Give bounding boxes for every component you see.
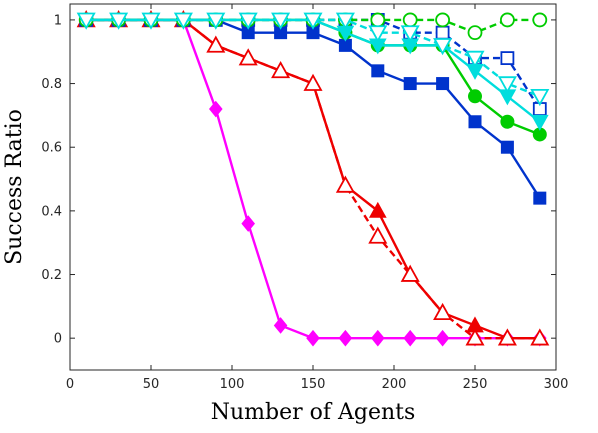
data-point-diamond bbox=[338, 329, 353, 347]
data-point-triangle-up bbox=[368, 201, 387, 218]
data-point-triangle-down bbox=[141, 12, 161, 30]
x-tick-label: 0 bbox=[66, 377, 74, 392]
data-point-triangle-up bbox=[238, 48, 258, 66]
data-point-triangle-down bbox=[303, 12, 323, 30]
y-tick-label: 0.4 bbox=[41, 204, 62, 219]
data-point-square bbox=[500, 51, 515, 66]
data-point-triangle-up bbox=[497, 328, 517, 346]
data-point-triangle-up bbox=[206, 35, 226, 53]
data-point-diamond bbox=[209, 100, 223, 118]
data-point-square bbox=[371, 64, 385, 78]
data-point-diamond bbox=[241, 215, 255, 232]
data-point-circle bbox=[370, 12, 386, 28]
data-point-triangle-down bbox=[76, 12, 96, 30]
series-layer bbox=[76, 10, 550, 347]
y-tick-label: 0.8 bbox=[41, 77, 62, 92]
data-point-square bbox=[468, 115, 482, 129]
x-tick-label: 300 bbox=[544, 377, 569, 392]
ticks-layer: 0 50 100 150 200 250 300 0 0.2 0.4 0.6 0.8 1 bbox=[41, 4, 568, 392]
data-point-triangle-up bbox=[271, 60, 291, 79]
data-point-triangle-up bbox=[530, 328, 550, 346]
data-point-triangle-up bbox=[368, 226, 388, 244]
x-tick-label: 150 bbox=[301, 377, 326, 392]
data-point-triangle-up bbox=[303, 73, 323, 91]
data-point-triangle-down bbox=[238, 12, 258, 30]
series-4 bbox=[79, 13, 547, 205]
y-tick-label: 0.2 bbox=[41, 268, 62, 283]
y-axis-title: Success Ratio bbox=[2, 109, 27, 265]
x-tick-label: 200 bbox=[382, 377, 407, 392]
data-point-triangle-down bbox=[173, 12, 193, 30]
x-axis-title: Number of Agents bbox=[211, 400, 416, 425]
data-point-circle bbox=[532, 12, 548, 28]
data-point-triangle-up bbox=[400, 264, 420, 282]
series-9 bbox=[76, 12, 550, 107]
data-point-triangle-down bbox=[368, 25, 388, 43]
data-point-triangle-down bbox=[465, 50, 485, 68]
data-point-triangle-down bbox=[206, 12, 226, 30]
data-point-diamond bbox=[273, 317, 288, 334]
y-tick-label: 0.6 bbox=[41, 141, 62, 156]
data-point-triangle-down bbox=[271, 12, 291, 30]
series-line bbox=[86, 18, 541, 199]
data-point-diamond bbox=[403, 329, 417, 347]
data-point-square bbox=[500, 140, 514, 154]
x-tick-label: 250 bbox=[463, 377, 488, 392]
y-tick-label: 0 bbox=[54, 332, 62, 347]
x-tick-label: 100 bbox=[220, 377, 245, 392]
data-point-circle bbox=[435, 12, 451, 28]
data-point-square bbox=[533, 191, 547, 205]
data-point-square bbox=[436, 77, 450, 91]
data-point-triangle-down bbox=[530, 114, 549, 131]
data-point-triangle-up bbox=[433, 302, 453, 321]
data-point-diamond bbox=[371, 329, 385, 347]
data-point-diamond bbox=[435, 329, 450, 347]
data-point-circle bbox=[468, 89, 482, 104]
data-point-circle bbox=[402, 12, 418, 28]
x-tick-label: 50 bbox=[143, 377, 160, 392]
data-point-triangle-down bbox=[497, 76, 517, 94]
y-tick-label: 1 bbox=[54, 13, 62, 28]
data-point-square bbox=[403, 77, 417, 91]
data-point-triangle-down bbox=[433, 38, 453, 56]
data-point-triangle-up bbox=[335, 175, 355, 193]
data-point-square bbox=[435, 25, 450, 40]
data-point-triangle-down bbox=[400, 25, 420, 43]
data-point-triangle-up bbox=[465, 328, 485, 346]
data-point-diamond bbox=[306, 329, 320, 347]
data-point-circle bbox=[499, 12, 515, 28]
data-point-triangle-down bbox=[109, 12, 129, 30]
data-point-triangle-down bbox=[530, 88, 550, 107]
data-point-circle bbox=[467, 25, 483, 41]
data-point-circle bbox=[500, 114, 515, 129]
data-point-triangle-down bbox=[335, 12, 355, 30]
